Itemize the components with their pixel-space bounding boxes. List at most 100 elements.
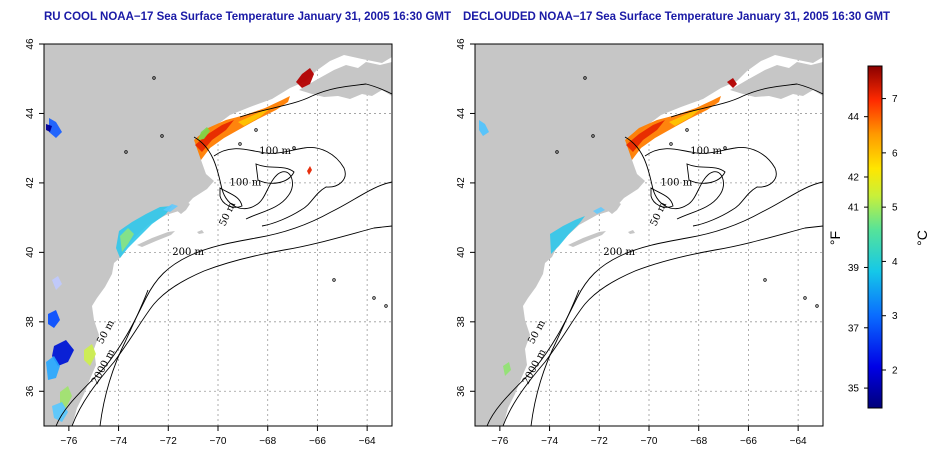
colorbar-fahrenheit-tick-label: 41 [848,203,860,214]
right-bathymetry-contour [650,187,674,208]
colorbar-fahrenheit-tick-label: 35 [848,384,860,395]
left-x-tick-label: −64 [359,436,376,447]
left-sst-patch [49,118,62,138]
right-y-tick-label: 46 [456,38,467,50]
right-panel-title: DECLOUDED NOAA−17 Sea Surface Temperatur… [463,11,891,23]
right-seamount-marker [591,134,595,138]
right-sst-patch [626,120,665,152]
left-land-us-coast [44,44,392,426]
right-bathymetry-contour [624,136,724,220]
left-seamount-marker [372,296,376,300]
left-land-delmarva [68,321,90,352]
right-sst-patch [593,207,605,214]
left-sst-patch [60,386,72,408]
right-land-delmarva [499,321,521,352]
left-sst-patch [116,206,172,258]
left-sst-patch [307,166,312,175]
right-x-tick-label: −68 [690,436,707,447]
colorbar-celsius-tick-label: 7 [892,94,898,105]
left-sst-patch [296,68,314,88]
left-seamount-marker [254,128,258,132]
left-seamount-marker [332,278,336,282]
left-x-tick-label: −74 [110,436,127,447]
right-contour-label: 100 m [660,177,692,188]
left-x-tick-label: −68 [259,436,276,447]
right-seamount-marker [763,278,767,282]
right-sst-patch [503,362,511,376]
left-bathymetry-contour [213,146,346,227]
right-bathymetry-contour [644,146,777,227]
left-x-tick-label: −76 [60,436,77,447]
right-seamount-marker [803,296,807,300]
left-land-nantucket [197,230,204,234]
left-bathymetry-contour [193,136,293,220]
right-seamount-marker [685,128,689,132]
right-bathymetry-contour [686,163,726,184]
left-sst-patch [195,120,234,152]
left-x-tick-label: −66 [309,436,326,447]
left-sst-patch [84,344,96,366]
right-bathymetry-contour [670,83,823,118]
left-sst-patch [46,124,52,132]
right-x-tick-label: −64 [790,436,807,447]
left-bathymetry-contour [71,225,392,426]
right-contour-label: 200 m [603,247,635,258]
right-land-cape-cod [607,202,621,214]
right-x-tick-label: −72 [591,436,608,447]
left-seamount-marker [152,76,156,80]
right-land-nova-scotia [730,62,823,99]
left-sst-patch [52,340,74,366]
left-sst-patch [163,204,178,212]
right-contour-label: 100 m [690,146,722,157]
right-land-nantucket [628,230,635,234]
left-land-long-island [137,231,175,247]
right-x-tick-label: −70 [641,436,658,447]
left-y-tick-label: 44 [25,107,36,119]
temperature-colorbar: 2 3 4 5 6 7 35 37 39 41 42 44 °F °C [827,65,930,409]
left-y-tick-label: 42 [25,177,36,189]
left-seamount-marker [160,134,164,138]
right-y-tick-label: 44 [456,107,467,119]
right-sst-patch [550,216,585,254]
right-seamount-marker [815,304,819,308]
right-seamount-marker [723,146,727,150]
left-seamount-marker [238,142,242,146]
left-sst-patch [238,107,272,126]
right-x-tick-label: −74 [541,436,558,447]
colorbar-fahrenheit-tick-label: 44 [848,112,860,123]
left-contour-label: 100 m [259,146,291,157]
right-y-tick-label: 40 [456,246,467,258]
colorbar-gradient [867,65,883,409]
colorbar-celsius-tick-label: 2 [892,366,898,377]
left-seamount-marker [124,150,128,154]
right-seamount-marker [583,76,587,80]
left-y-tick-label: 36 [25,385,36,397]
right-land-long-island [568,231,606,247]
right-bathymetry-contour [486,181,823,426]
left-bathymetry-contour [255,163,295,184]
left-contour-label: 200 m [172,247,204,258]
left-sst-patch [52,402,68,422]
left-x-tick-label: −72 [160,436,177,447]
right-x-tick-label: −76 [491,436,508,447]
left-y-tick-label: 40 [25,246,36,258]
colorbar-celsius-tick-label: 6 [892,148,898,159]
right-sst-patch [479,120,489,136]
left-sst-patch [120,228,134,252]
left-sst-patch [52,276,62,290]
colorbar-fahrenheit-tick-label: 42 [848,172,860,183]
left-bathymetry-contour [239,83,392,118]
right-y-tick-label: 38 [456,316,467,328]
left-x-tick-label: −70 [210,436,227,447]
left-bathymetry-contour [219,187,243,208]
left-land-cape-cod [176,202,190,214]
left-bathymetry-contour [55,181,392,426]
left-sst-patch [48,310,60,328]
left-seamount-marker [384,304,388,308]
